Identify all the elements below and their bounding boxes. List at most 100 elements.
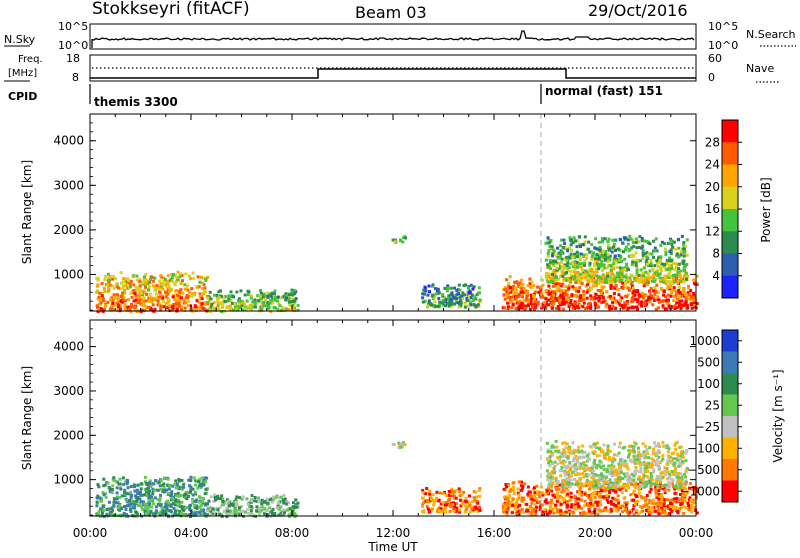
power-cell xyxy=(601,275,605,278)
velocity-cell xyxy=(203,480,207,484)
nsky-label: N.Sky xyxy=(4,33,36,46)
velocity-cell xyxy=(569,491,573,495)
power-cell xyxy=(175,293,179,297)
power-cell xyxy=(221,305,224,309)
velocity-cell xyxy=(639,480,643,484)
power-cell xyxy=(447,294,451,298)
velocity-cell xyxy=(602,478,606,482)
power-cell xyxy=(172,281,176,285)
velocity-cell xyxy=(632,478,636,482)
velocity-cell xyxy=(192,512,196,516)
velocity-cell xyxy=(617,504,621,508)
power-cell xyxy=(141,281,145,285)
velocity-cell xyxy=(283,511,286,515)
velocity-cell xyxy=(176,513,180,517)
time-tick-label: 20:00 xyxy=(578,526,613,540)
velocity-cell xyxy=(185,491,189,495)
power-cell xyxy=(638,280,642,284)
velocity-cell xyxy=(580,498,584,502)
power-cell xyxy=(683,264,687,268)
power-cell xyxy=(682,241,686,244)
power-cell xyxy=(560,238,564,242)
power-cell xyxy=(557,251,561,255)
power-cell xyxy=(113,296,117,300)
velocity-cell xyxy=(569,468,572,471)
power-cell xyxy=(284,298,288,302)
velocity-cell xyxy=(648,508,652,512)
velocity-cell xyxy=(198,482,202,486)
velocity-cell xyxy=(194,512,198,515)
velocity-cell xyxy=(287,513,291,517)
power-cell xyxy=(287,297,291,301)
velocity-cell xyxy=(443,503,447,507)
power-cell xyxy=(552,302,556,306)
power-cell xyxy=(265,300,269,304)
power-cell xyxy=(97,307,100,311)
velocity-cell xyxy=(562,449,566,453)
velocity-cell xyxy=(145,503,149,507)
power-cell xyxy=(673,280,677,284)
power-cell xyxy=(590,256,594,260)
power-cell xyxy=(621,306,625,310)
velocity-cell xyxy=(655,451,659,455)
velocity-cell xyxy=(154,505,158,509)
velocity-cell xyxy=(515,503,519,506)
velocity-cell xyxy=(120,507,124,511)
velocity-cell xyxy=(601,495,605,499)
velocity-cell xyxy=(538,508,542,511)
velocity-cell xyxy=(421,488,425,492)
power-cell xyxy=(469,301,472,305)
velocity-cell xyxy=(134,484,138,488)
velocity-cell xyxy=(609,486,613,490)
power-cell xyxy=(681,261,685,265)
power-cell xyxy=(633,305,637,309)
power-cell xyxy=(205,294,209,298)
velocity-cell xyxy=(117,482,121,486)
power-cell xyxy=(551,254,554,258)
velocity-cell xyxy=(95,500,99,504)
velocity-cell xyxy=(573,503,577,507)
velocity-cell xyxy=(193,503,197,507)
velocity-cell xyxy=(105,508,109,511)
velocity-cell xyxy=(96,494,100,498)
velocity-cell xyxy=(571,464,575,468)
velocity-cell xyxy=(165,507,169,511)
velocity-cell xyxy=(643,504,647,508)
power-cell xyxy=(664,299,668,303)
power-cell xyxy=(477,304,481,308)
power-cell xyxy=(243,293,247,297)
power-cell xyxy=(529,300,533,304)
power-cell xyxy=(644,276,648,280)
velocity-cell xyxy=(167,491,171,495)
velocity-cell xyxy=(645,482,649,486)
velocity-cell xyxy=(600,472,603,476)
power-cell xyxy=(216,298,219,302)
velocity-cell xyxy=(522,510,526,514)
velocity-cell xyxy=(610,460,614,464)
velocity-cell xyxy=(435,490,439,494)
power-cell xyxy=(448,300,452,304)
velocity-cell xyxy=(188,504,192,508)
velocity-cell xyxy=(222,509,226,513)
power-cell xyxy=(166,297,170,301)
power-cell xyxy=(506,293,510,297)
power-cell xyxy=(598,289,602,293)
velocity-cell xyxy=(112,500,116,504)
power-cell xyxy=(233,302,237,306)
velocity-cell xyxy=(450,492,453,496)
velocity-cell xyxy=(129,491,133,494)
power-cell xyxy=(645,240,649,243)
velocity-cell xyxy=(271,498,275,502)
velocity-cell xyxy=(550,489,553,493)
power-cell xyxy=(147,296,151,300)
power-cell xyxy=(620,296,624,300)
velocity-cell xyxy=(143,475,147,479)
velocity-cell xyxy=(600,484,604,488)
power-cell xyxy=(626,293,630,297)
velocity-cell xyxy=(595,473,599,477)
velocity-cell xyxy=(216,497,220,501)
velocity-cell xyxy=(122,491,126,494)
velocity-cell xyxy=(138,502,142,506)
velocity-cell xyxy=(197,484,201,488)
power-cell xyxy=(583,259,587,263)
